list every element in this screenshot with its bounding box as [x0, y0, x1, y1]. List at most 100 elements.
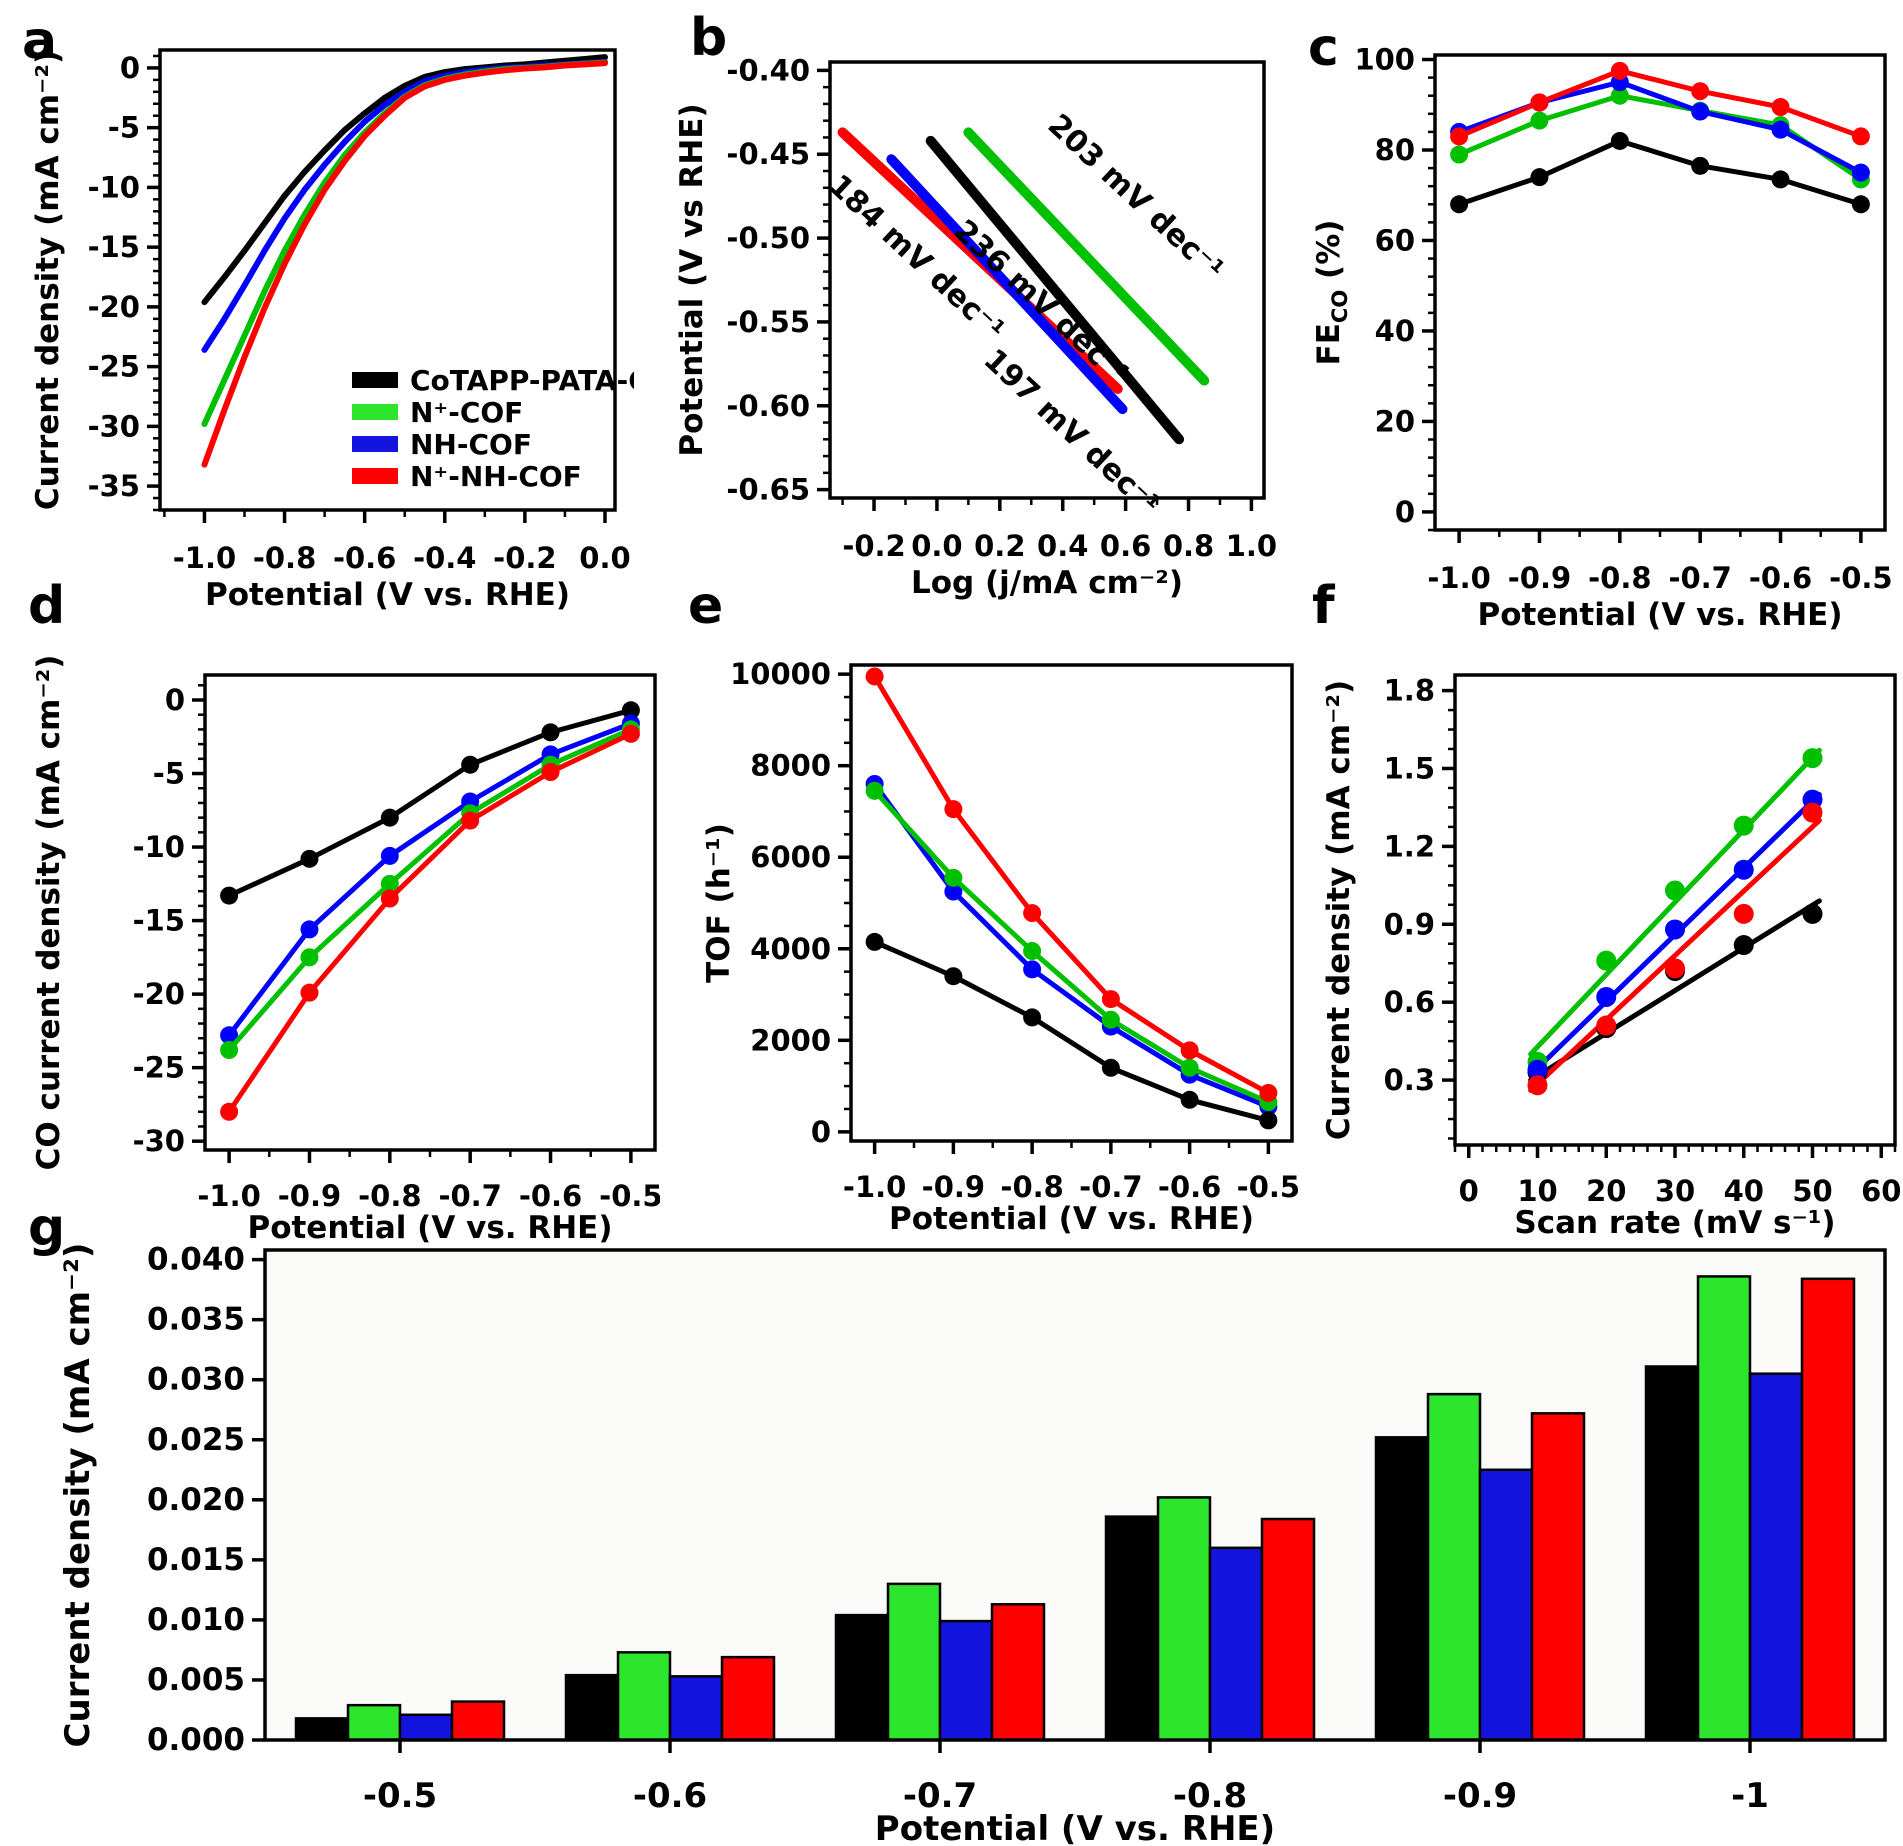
- series-N⁺-NH-COF: [220, 724, 640, 1121]
- bar: [1260, 1517, 1316, 1742]
- x-tick-label: -1.0: [1427, 561, 1490, 595]
- data-point: [1530, 111, 1549, 130]
- data-point: [1527, 1075, 1548, 1096]
- x-tick-label: 10: [1517, 1174, 1557, 1208]
- series-line: [886, 154, 1128, 415]
- data-point: [1180, 1058, 1199, 1077]
- x-tick-label: -0.6: [1749, 561, 1812, 595]
- panel-a: 0 -5 -10 -15 -20 -25 -30 -35 -1.0 -0.8 -0.6 -0.4 -0.…: [0, 0, 692, 645]
- annotation: 197 mV dec⁻¹: [977, 342, 1167, 522]
- y-tick-label: 0.015: [147, 1542, 245, 1578]
- x-tick-label: -0.9: [278, 1179, 341, 1213]
- series-NH-COF: [220, 714, 640, 1045]
- bar-series-N⁺-COF: [346, 1275, 1752, 1742]
- data-point: [1733, 903, 1754, 924]
- y-tick-label: 0: [1395, 495, 1415, 529]
- y-tick-label: -30: [133, 1124, 185, 1158]
- data-point: [1259, 1111, 1278, 1130]
- y-tick-label: 10000: [730, 657, 831, 691]
- series-line: [872, 788, 1271, 1105]
- y-tick-label: 80: [1375, 133, 1415, 167]
- y-tick-label: 0.6: [1384, 985, 1435, 1019]
- x-tick-label: 0.4: [1037, 529, 1088, 563]
- series-line: [1528, 817, 1822, 1093]
- x-tick-label: 30: [1655, 1174, 1695, 1208]
- x-tick-label: 0: [1459, 1174, 1479, 1208]
- y-tick-label: 8000: [750, 749, 831, 783]
- series-line: [226, 721, 634, 1038]
- bar: [1748, 1372, 1804, 1742]
- bar: [1800, 1277, 1856, 1742]
- bar: [1374, 1436, 1430, 1742]
- series-N⁺-COF fit: [1528, 747, 1822, 1057]
- panel-g-letter: g: [28, 1198, 66, 1258]
- x-tick-label: -1.0: [197, 1179, 260, 1213]
- legend-swatch: [352, 372, 398, 388]
- y-tick-label: -10: [133, 830, 185, 864]
- series-line: [963, 127, 1210, 386]
- x-tick-label: -1: [1731, 1776, 1769, 1816]
- series-N⁺-NH-COF: [1450, 61, 1870, 146]
- data-point: [621, 724, 640, 743]
- y-tick-label: 4000: [750, 932, 831, 966]
- data-point: [865, 667, 884, 686]
- y-tick-label: -20: [88, 290, 140, 324]
- x-tick-label: -0.9: [1443, 1776, 1517, 1816]
- y-tick-label: -0.60: [726, 389, 810, 423]
- series-line: [1528, 747, 1822, 1057]
- legend-swatch: [352, 468, 398, 484]
- x-tick-label: -0.5: [1237, 1170, 1300, 1204]
- bar: [1104, 1515, 1160, 1742]
- y-tick-label: -0.55: [726, 305, 810, 339]
- panel-f-letter: f: [1312, 576, 1335, 636]
- series-line: [872, 939, 1271, 1123]
- data-point: [1596, 986, 1617, 1007]
- bar: [1156, 1496, 1212, 1742]
- panel-b: -0.40 -0.45 -0.50 -0.55 -0.60 -0.65 -0.2 0.0 0.2…: [634, 0, 1284, 645]
- series-N⁺-COF: [220, 720, 640, 1059]
- y-axis-title: FECO (%): [1311, 220, 1352, 366]
- bar: [1478, 1468, 1534, 1742]
- legend-swatch: [352, 404, 398, 420]
- bar: [294, 1717, 350, 1742]
- series-N⁺-COF: [963, 127, 1210, 386]
- y-tick-label: 0.040: [147, 1242, 245, 1278]
- data-point: [300, 983, 319, 1002]
- legend-swatch: [352, 436, 398, 452]
- x-tick-label: 50: [1792, 1174, 1832, 1208]
- y-axis-title: TOF (h⁻¹): [701, 823, 737, 983]
- panel-e: 0 2000 4000 6000 8000 10000 -1.0 -0.9 -0.8 -0.7 -0…: [660, 645, 1300, 1245]
- x-tick-label: 40: [1724, 1174, 1764, 1208]
- series-NH-COF: [1450, 73, 1870, 182]
- data-point: [1771, 120, 1790, 139]
- y-tick-label: -25: [88, 350, 140, 384]
- y-tick-label: -15: [88, 230, 140, 264]
- y-tick-label: 20: [1375, 404, 1415, 438]
- x-axis-title: Scan rate (mV s⁻¹): [1514, 1205, 1835, 1241]
- y-tick-label: -35: [88, 469, 140, 503]
- x-tick-label: -0.6: [633, 1776, 707, 1816]
- data-point: [1101, 990, 1120, 1009]
- y-tick-label: 40: [1375, 314, 1415, 348]
- data-point: [541, 723, 560, 742]
- y-tick-label: -20: [133, 977, 185, 1011]
- panel-c: 0 20 40 60 80 100 -1.0 -0.9 -0.8 -0.7 -0.6 -0.5 Pote…: [1268, 0, 1903, 645]
- series-line: [1456, 68, 1864, 139]
- data-point: [1259, 1083, 1278, 1102]
- series-CoTAPP-PATA-COF: [220, 701, 640, 905]
- data-point: [1610, 86, 1629, 105]
- bar: [1426, 1392, 1482, 1742]
- y-tick-label: -0.40: [726, 53, 810, 87]
- bar-series-CoTAPP-PATA-COF: [294, 1365, 1700, 1742]
- data-point: [1530, 168, 1549, 187]
- data-point: [1023, 1008, 1042, 1027]
- series-N⁺-NH-COF fit: [1528, 817, 1822, 1093]
- x-tick-label: -0.5: [1829, 561, 1892, 595]
- series-line: [226, 707, 634, 899]
- x-tick-label: -0.7: [1079, 1170, 1142, 1204]
- x-tick-label: -1.0: [843, 1170, 906, 1204]
- y-axis-title: Potential (V vs RHE): [674, 103, 710, 456]
- data-point: [944, 800, 963, 819]
- legend-label: N⁺-NH-COF: [410, 460, 582, 493]
- series-line: [226, 731, 634, 1115]
